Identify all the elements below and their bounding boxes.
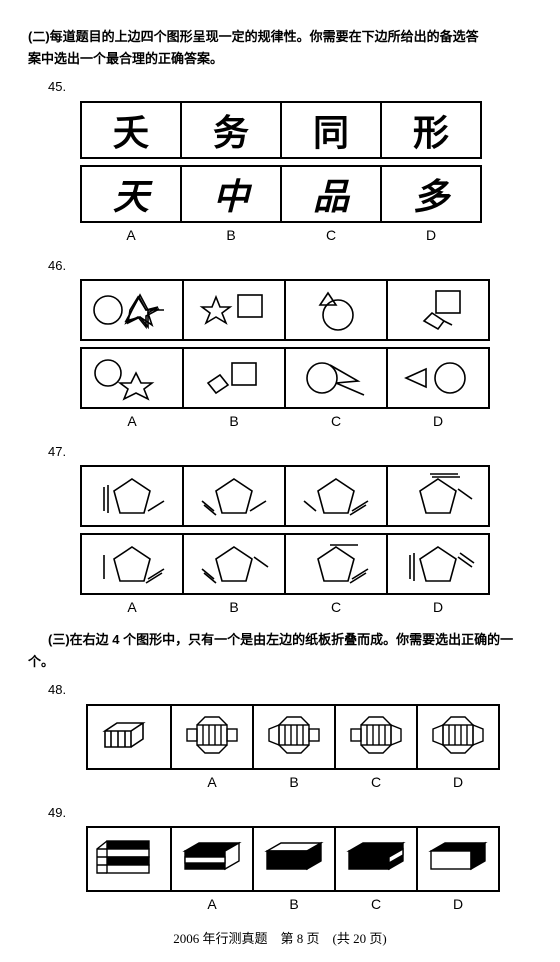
- q45-top-1: 夭: [81, 102, 181, 158]
- section3-line1: 在右边 4 个图形中，只有一个是由左边的纸板折叠而成。你需要选出正确的一: [70, 632, 513, 647]
- q48-label-b: B: [253, 769, 335, 794]
- q47-bot-1: [81, 534, 183, 594]
- q48-grid: A B C D: [86, 704, 500, 794]
- q46-top-3: [285, 280, 387, 340]
- q46-top-2: [183, 280, 285, 340]
- section3-instructions: (三)在右边 4 个图形中，只有一个是由左边的纸板折叠而成。你需要选出正确的一: [28, 631, 532, 649]
- q47-label-a: A: [81, 594, 183, 619]
- q46-grid: [80, 279, 490, 341]
- q45-label-b: B: [181, 222, 281, 247]
- q47-label-b: B: [183, 594, 285, 619]
- q49-opt-b: [253, 827, 335, 891]
- q45-top-3: 同: [281, 102, 381, 158]
- q46-bot-4: [387, 348, 489, 408]
- q49-label-a: A: [171, 891, 253, 916]
- q49-label-b: B: [253, 891, 335, 916]
- q49-opt-a: [171, 827, 253, 891]
- q47-label-c: C: [285, 594, 387, 619]
- q45-top-4: 形: [381, 102, 481, 158]
- q46-bot-1: [81, 348, 183, 408]
- q45-bot-1: 天: [81, 166, 181, 222]
- q46-label-a: A: [81, 408, 183, 433]
- page-footer: 2006 年行测真题 第 8 页 (共 20 页): [28, 930, 532, 948]
- q45-label-c: C: [281, 222, 381, 247]
- q45-top-2: 务: [181, 102, 281, 158]
- section2-line1: 每道题目的上边四个图形呈现一定的规律性。你需要在下边所给出的备选答: [50, 29, 479, 44]
- q49-opt-d: [417, 827, 499, 891]
- q45-bot-3: 品: [281, 166, 381, 222]
- q49-label-c: C: [335, 891, 417, 916]
- q47-top-4: [387, 466, 489, 526]
- section2-prefix: (二): [28, 29, 50, 44]
- q49-number: 49.: [48, 804, 532, 822]
- q46-top-4: [387, 280, 489, 340]
- q47-bot-4: [387, 534, 489, 594]
- q47-top-1: [81, 466, 183, 526]
- q46-label-b: B: [183, 408, 285, 433]
- q48-ref: [87, 705, 171, 769]
- q45-bot-4: 多: [381, 166, 481, 222]
- q47-number: 47.: [48, 443, 532, 461]
- q46-number: 46.: [48, 257, 532, 275]
- q47-bot-3: [285, 534, 387, 594]
- q49-opt-c: [335, 827, 417, 891]
- q46-label-c: C: [285, 408, 387, 433]
- q48-label-c: C: [335, 769, 417, 794]
- q47-top-3: [285, 466, 387, 526]
- q46-grid2: A B C D: [80, 347, 490, 433]
- q45-grid: 夭 务 同 形: [80, 101, 482, 159]
- q49-grid: A B C D: [86, 826, 500, 916]
- q49-label-d: D: [417, 891, 499, 916]
- q46-bot-3: [285, 348, 387, 408]
- q45-label-a: A: [81, 222, 181, 247]
- q47-top-2: [183, 466, 285, 526]
- q48-opt-d: [417, 705, 499, 769]
- q48-number: 48.: [48, 681, 532, 699]
- section3-line2: 个。: [28, 653, 532, 671]
- q48-opt-a: [171, 705, 253, 769]
- q45-grid2: 天 中 品 多 A B C D: [80, 165, 482, 247]
- q48-opt-b: [253, 705, 335, 769]
- q45-label-d: D: [381, 222, 481, 247]
- q46-label-d: D: [387, 408, 489, 433]
- q48-opt-c: [335, 705, 417, 769]
- q45-number: 45.: [48, 78, 532, 96]
- section3-prefix: (三): [48, 632, 70, 647]
- q47-grid2: A B C D: [80, 533, 490, 619]
- q46-bot-2: [183, 348, 285, 408]
- q46-top-1: [81, 280, 183, 340]
- section2-line2: 案中选出一个最合理的正确答案。: [28, 50, 532, 68]
- q47-label-d: D: [387, 594, 489, 619]
- section2-instructions: (二)每道题目的上边四个图形呈现一定的规律性。你需要在下边所给出的备选答: [28, 28, 532, 46]
- q48-label-a: A: [171, 769, 253, 794]
- q47-bot-2: [183, 534, 285, 594]
- q48-label-d: D: [417, 769, 499, 794]
- q49-ref: [87, 827, 171, 891]
- q45-bot-2: 中: [181, 166, 281, 222]
- q47-grid: [80, 465, 490, 527]
